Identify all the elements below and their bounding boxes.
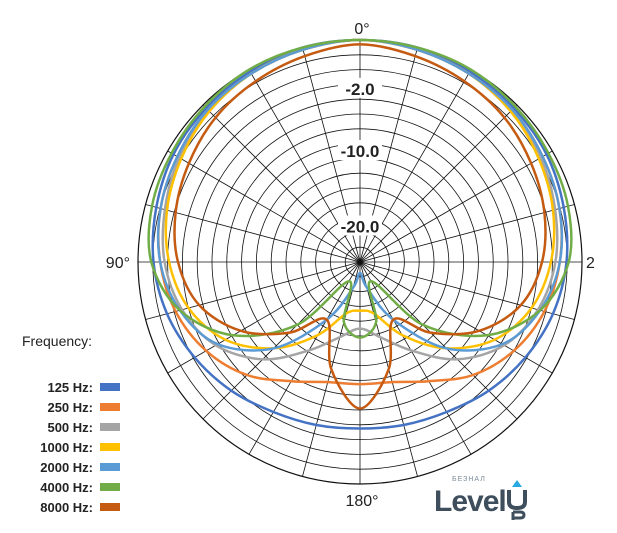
level-up-logo: БЕЗНАЛ Level xyxy=(434,474,534,524)
logo-arrow-icon xyxy=(507,480,527,520)
legend-swatch xyxy=(100,403,120,411)
legend-swatch xyxy=(100,383,120,391)
legend-swatch xyxy=(100,463,120,471)
legend-item: 500 Hz: xyxy=(22,417,120,437)
legend-rows: 125 Hz: 250 Hz: 500 Hz: 1000 Hz: 2000 Hz: 400… xyxy=(22,377,120,517)
legend-title: Frequency: xyxy=(22,333,93,349)
grid-spoke xyxy=(167,150,361,263)
legend-label: 2000 Hz: xyxy=(40,459,93,475)
ring-label: -2.0 xyxy=(345,80,374,99)
legend: Frequency: 125 Hz: 250 Hz: 500 Hz: 1000 Hz:… xyxy=(22,333,120,517)
legend-swatch xyxy=(100,423,120,431)
angle-label: 90° xyxy=(106,255,130,272)
grid-spoke xyxy=(145,204,361,263)
grid-spoke xyxy=(359,204,575,263)
grid-spoke xyxy=(359,261,553,374)
ring-label-bg xyxy=(338,77,382,98)
legend-item: 125 Hz: xyxy=(22,377,120,397)
ring-label: -20.0 xyxy=(341,217,380,236)
series-line xyxy=(164,38,556,350)
legend-item: 8000 Hz: xyxy=(22,497,120,517)
grid-spoke xyxy=(202,261,361,420)
legend-label: 8000 Hz: xyxy=(40,499,93,515)
legend-swatch xyxy=(100,443,120,451)
angle-label: 180° xyxy=(345,493,378,510)
series-line xyxy=(161,38,559,361)
legend-label: 125 Hz: xyxy=(47,379,93,395)
legend-label: 4000 Hz: xyxy=(40,479,93,495)
legend-label: 500 Hz: xyxy=(47,419,93,435)
legend-item: 4000 Hz: xyxy=(22,477,120,497)
ring-label-bg xyxy=(338,140,382,160)
series-line xyxy=(156,38,564,352)
legend-swatch xyxy=(100,483,120,491)
ring-label-bg xyxy=(338,215,382,236)
grid-spoke xyxy=(359,104,518,263)
series-line xyxy=(173,43,547,410)
grid-spoke xyxy=(359,261,472,455)
ring-label: -10.0 xyxy=(341,142,380,161)
series-line xyxy=(151,38,569,430)
logo-wordmark: Level xyxy=(434,485,507,518)
grid-spoke xyxy=(248,261,361,455)
logo-subtitle: БЕЗНАЛ xyxy=(452,476,486,483)
legend-item: 2000 Hz: xyxy=(22,457,120,477)
legend-swatch xyxy=(100,503,120,511)
grid-spoke xyxy=(359,261,518,420)
legend-item: 250 Hz: xyxy=(22,397,120,417)
angle-label: 2 xyxy=(586,255,595,272)
grid-spoke xyxy=(202,104,361,263)
angle-label: 0° xyxy=(354,21,369,38)
legend-item: 1000 Hz: xyxy=(22,437,120,457)
grid-spoke xyxy=(359,150,553,263)
series-line xyxy=(147,38,573,339)
legend-label: 250 Hz: xyxy=(47,399,93,415)
grid-spoke xyxy=(167,261,361,374)
angle-label-bg xyxy=(340,491,384,511)
legend-label: 1000 Hz: xyxy=(40,439,93,455)
